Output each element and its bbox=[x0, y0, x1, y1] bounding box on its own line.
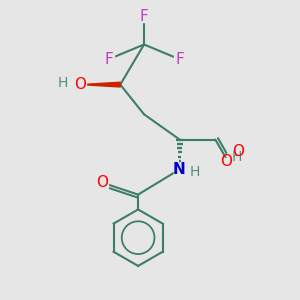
Bar bbox=[221, 158, 233, 169]
Text: O: O bbox=[74, 77, 86, 92]
Bar bbox=[174, 53, 186, 65]
Text: F: F bbox=[175, 52, 184, 67]
Bar bbox=[102, 53, 114, 65]
Polygon shape bbox=[80, 82, 120, 87]
Bar bbox=[59, 80, 69, 90]
Text: F: F bbox=[104, 52, 113, 67]
Bar bbox=[138, 10, 150, 22]
Bar bbox=[227, 153, 244, 165]
Bar bbox=[174, 164, 186, 175]
Bar bbox=[74, 79, 86, 90]
Text: H: H bbox=[189, 165, 200, 179]
Text: H: H bbox=[58, 76, 68, 90]
Text: O: O bbox=[96, 175, 108, 190]
Bar bbox=[232, 146, 244, 157]
Text: O: O bbox=[220, 154, 232, 169]
Text: F: F bbox=[140, 9, 148, 24]
Bar bbox=[97, 177, 108, 188]
Text: O: O bbox=[232, 144, 244, 159]
Text: N: N bbox=[173, 162, 185, 177]
Text: H: H bbox=[232, 150, 242, 164]
